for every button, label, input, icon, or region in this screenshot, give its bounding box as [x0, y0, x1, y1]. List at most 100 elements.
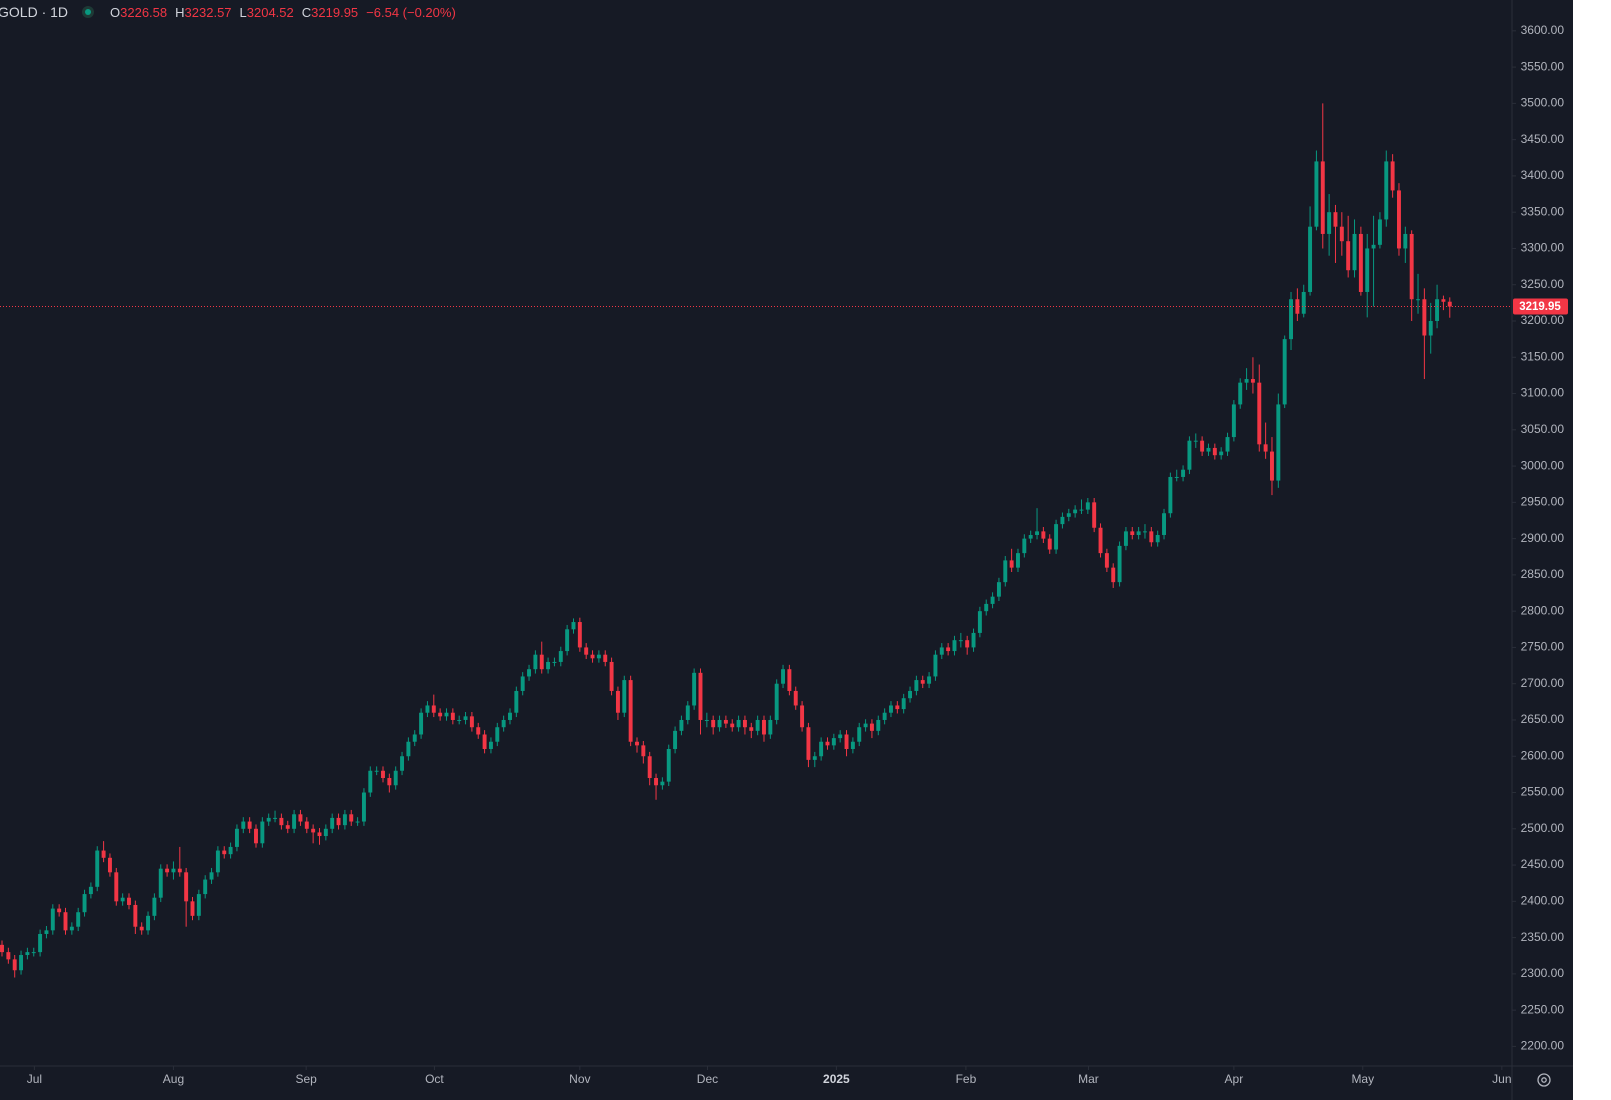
candle-body [901, 698, 906, 710]
candle-body [1168, 476, 1173, 514]
candle-body [336, 817, 341, 826]
candle-body [444, 712, 449, 717]
candle-body [44, 930, 49, 934]
y-tick-label: 2900.00 [1521, 531, 1565, 545]
y-tick-label: 3300.00 [1521, 241, 1565, 255]
candle-body [1308, 226, 1313, 292]
candle-body [266, 817, 271, 822]
candle-body [742, 719, 747, 728]
candle-body [406, 741, 411, 757]
candle-body [63, 912, 68, 931]
candle-body [361, 792, 366, 822]
candle-body [965, 640, 970, 648]
candle-body [565, 629, 570, 652]
candle-body [939, 647, 944, 655]
candle-body [82, 894, 87, 913]
candles [0, 103, 1452, 978]
candle-body [1016, 553, 1020, 568]
y-tick-label: 2550.00 [1521, 785, 1565, 799]
candle-body [463, 716, 468, 720]
candle-body [1250, 379, 1255, 383]
candle-body [1181, 469, 1186, 477]
candle-body [920, 680, 925, 684]
candle-body [38, 933, 43, 953]
candle-body [12, 959, 17, 971]
candle-body [146, 915, 151, 931]
settings-icon[interactable] [1537, 1073, 1551, 1087]
y-tick-label: 2500.00 [1521, 821, 1565, 835]
y-tick-label: 3400.00 [1521, 168, 1565, 182]
candle-body [749, 727, 754, 731]
ohlc-value: 3219.95 [311, 4, 359, 20]
candle-body [819, 741, 824, 757]
candle-body [1098, 527, 1103, 554]
candle-body [698, 672, 703, 720]
x-tick-label: Mar [1078, 1072, 1099, 1086]
candle-body [1085, 502, 1090, 510]
candle-body [228, 846, 233, 855]
candle-body [679, 719, 684, 731]
candle-body [520, 676, 525, 691]
candle-body [95, 850, 100, 887]
candle-body [1435, 299, 1440, 321]
candle-body [273, 817, 278, 819]
x-tick-label: Feb [956, 1072, 977, 1086]
candle-body [755, 719, 760, 731]
candle-body [838, 734, 843, 739]
candle-body [241, 821, 246, 829]
candle-body [666, 748, 671, 782]
candle-body [857, 727, 862, 742]
candle-body [723, 719, 728, 724]
y-tick-label: 3500.00 [1521, 96, 1565, 110]
candle-body [368, 770, 373, 793]
ohlc-value: 3226.58 [120, 4, 168, 20]
candle-body [1003, 560, 1008, 583]
ohlc-prefix: C [301, 4, 312, 20]
candle-body [1314, 161, 1319, 227]
ohlc-value: 3204.52 [246, 4, 294, 20]
y-tick-label: 2250.00 [1521, 1002, 1565, 1016]
candle-body [381, 770, 385, 779]
candle-body [450, 712, 455, 720]
candle-body [971, 632, 976, 648]
candle-body [355, 821, 360, 823]
y-tick-label: 3550.00 [1521, 59, 1565, 73]
y-tick-label: 3350.00 [1521, 204, 1565, 218]
candle-body [590, 654, 595, 659]
x-tick-label: Oct [425, 1072, 444, 1086]
x-tick-label: Jun [1492, 1072, 1511, 1086]
candle-body [869, 723, 874, 731]
candle-body [1447, 301, 1452, 307]
candle-body [768, 719, 773, 735]
candle-body [1073, 509, 1078, 514]
candle-body [101, 850, 106, 858]
candle-body [1358, 233, 1363, 292]
candle-body [1225, 437, 1230, 452]
status-dot [82, 6, 95, 18]
candle-body [908, 690, 913, 699]
symbol[interactable]: GOLD · 1D [0, 4, 69, 20]
candle-body [895, 705, 900, 710]
candle-body [1111, 567, 1116, 583]
candle-body [349, 814, 354, 822]
candle-body [927, 676, 932, 684]
candle-body [1092, 502, 1097, 528]
candle-body [120, 897, 125, 902]
candle-body [704, 719, 709, 721]
candle-body [1054, 524, 1059, 550]
candle-body [50, 908, 55, 931]
candle-body [1390, 161, 1395, 191]
x-tick-label: Dec [697, 1072, 718, 1086]
candle-body [1276, 404, 1281, 481]
candle-body [990, 596, 995, 604]
candle-body [876, 719, 881, 731]
ohlc-prefix: H [175, 4, 185, 20]
candle-body [577, 622, 582, 648]
candle-body [152, 897, 157, 916]
candle-body [69, 926, 74, 931]
candle-body [1282, 339, 1287, 405]
x-tick-label: Aug [163, 1072, 184, 1086]
ohlc-value: 3232.57 [184, 4, 232, 20]
candle-body [292, 814, 297, 829]
settings-gear-hub [1541, 1077, 1547, 1083]
